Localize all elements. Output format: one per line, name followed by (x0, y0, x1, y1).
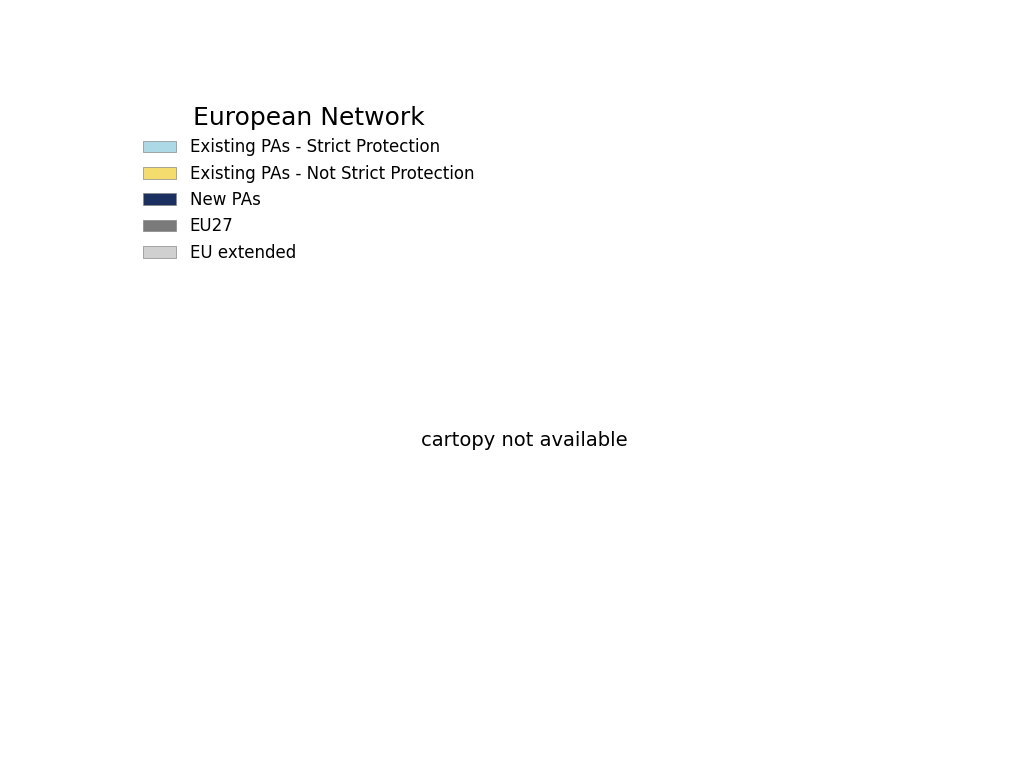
Legend: Existing PAs - Strict Protection, Existing PAs - Not Strict Protection, New PAs,: Existing PAs - Strict Protection, Existi… (136, 99, 481, 268)
Text: cartopy not available: cartopy not available (422, 431, 628, 450)
